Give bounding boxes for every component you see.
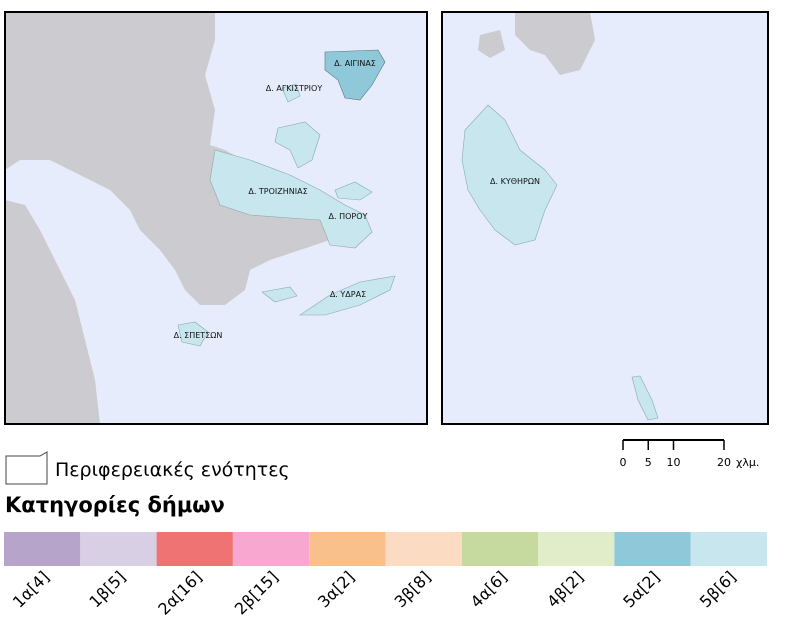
land bbox=[478, 30, 505, 58]
legend-label: 5β[6] bbox=[696, 567, 740, 611]
troizinia bbox=[209, 149, 373, 249]
left-map bbox=[4, 11, 428, 425]
legend-swatch bbox=[461, 532, 539, 566]
spetses bbox=[177, 321, 209, 347]
legend-swatch bbox=[614, 532, 691, 566]
legend-label: 4β[2] bbox=[543, 567, 587, 611]
legend-swatch bbox=[4, 532, 81, 566]
legend-label: 5α[2] bbox=[619, 567, 663, 611]
land bbox=[5, 12, 350, 305]
map-label: Δ. ΑΙΓΙΝΑΣ bbox=[334, 59, 376, 68]
map-label: Δ. ΣΠΕΤΣΩΝ bbox=[174, 331, 223, 340]
island bbox=[261, 286, 298, 303]
legend-swatch bbox=[309, 532, 386, 566]
legend: 1α[4] 1β[5] 2α[16] 2β[15] 3α[2] 3β[8] 4α[6] 4β[… bbox=[4, 532, 767, 619]
legend-label: 3α[2] bbox=[314, 567, 358, 611]
map-label: Δ. ΚΥΘΗΡΩΝ bbox=[490, 177, 540, 186]
land bbox=[515, 12, 595, 75]
land bbox=[5, 200, 100, 424]
panel-frame bbox=[441, 11, 769, 425]
right-map bbox=[441, 11, 769, 425]
scale-bar: 0 5 10 20 χλμ. bbox=[620, 439, 759, 469]
legend-swatch bbox=[385, 532, 462, 566]
legend-label: 2α[16] bbox=[154, 567, 205, 618]
agkistri bbox=[281, 83, 301, 103]
antikythira bbox=[631, 375, 659, 421]
map-label: Δ. ΑΓΚΙΣΤΡΙΟΥ bbox=[266, 84, 323, 93]
scale-unit: χλμ. bbox=[736, 456, 759, 469]
legend-label: 3β[8] bbox=[391, 567, 435, 611]
scale-tick-label: 10 bbox=[667, 456, 681, 469]
map-label: Δ. ΤΡΟΙΖΗΝΙΑΣ bbox=[248, 187, 307, 196]
panel-frame bbox=[4, 11, 428, 425]
scale-tick-label: 0 bbox=[620, 456, 627, 469]
legend-label: 4α[6] bbox=[467, 567, 511, 611]
hydra bbox=[299, 275, 396, 316]
legend-label: 1β[5] bbox=[85, 567, 129, 611]
legend-swatch bbox=[80, 532, 157, 566]
legend-title: Κατηγορίες δήμων bbox=[5, 493, 225, 517]
legend-swatch bbox=[538, 532, 615, 566]
boundary-symbol bbox=[5, 451, 48, 485]
map-label: Δ. ΥΔΡΑΣ bbox=[330, 290, 366, 299]
scale-tick-label: 20 bbox=[717, 456, 731, 469]
aegina bbox=[324, 49, 386, 101]
legend-swatch bbox=[156, 532, 233, 566]
island bbox=[334, 181, 373, 201]
kythira bbox=[461, 104, 558, 246]
legend-swatch bbox=[690, 532, 767, 566]
scale-tick-label: 5 bbox=[645, 456, 652, 469]
legend-label: 1α[4] bbox=[9, 567, 53, 611]
legend-swatch bbox=[232, 532, 310, 566]
map-label: Δ. ΠΟΡΟΥ bbox=[329, 212, 368, 221]
island bbox=[274, 121, 321, 169]
boundary-label: Περιφερειακές ενότητες bbox=[55, 459, 290, 481]
legend-label: 2β[15] bbox=[231, 567, 282, 618]
